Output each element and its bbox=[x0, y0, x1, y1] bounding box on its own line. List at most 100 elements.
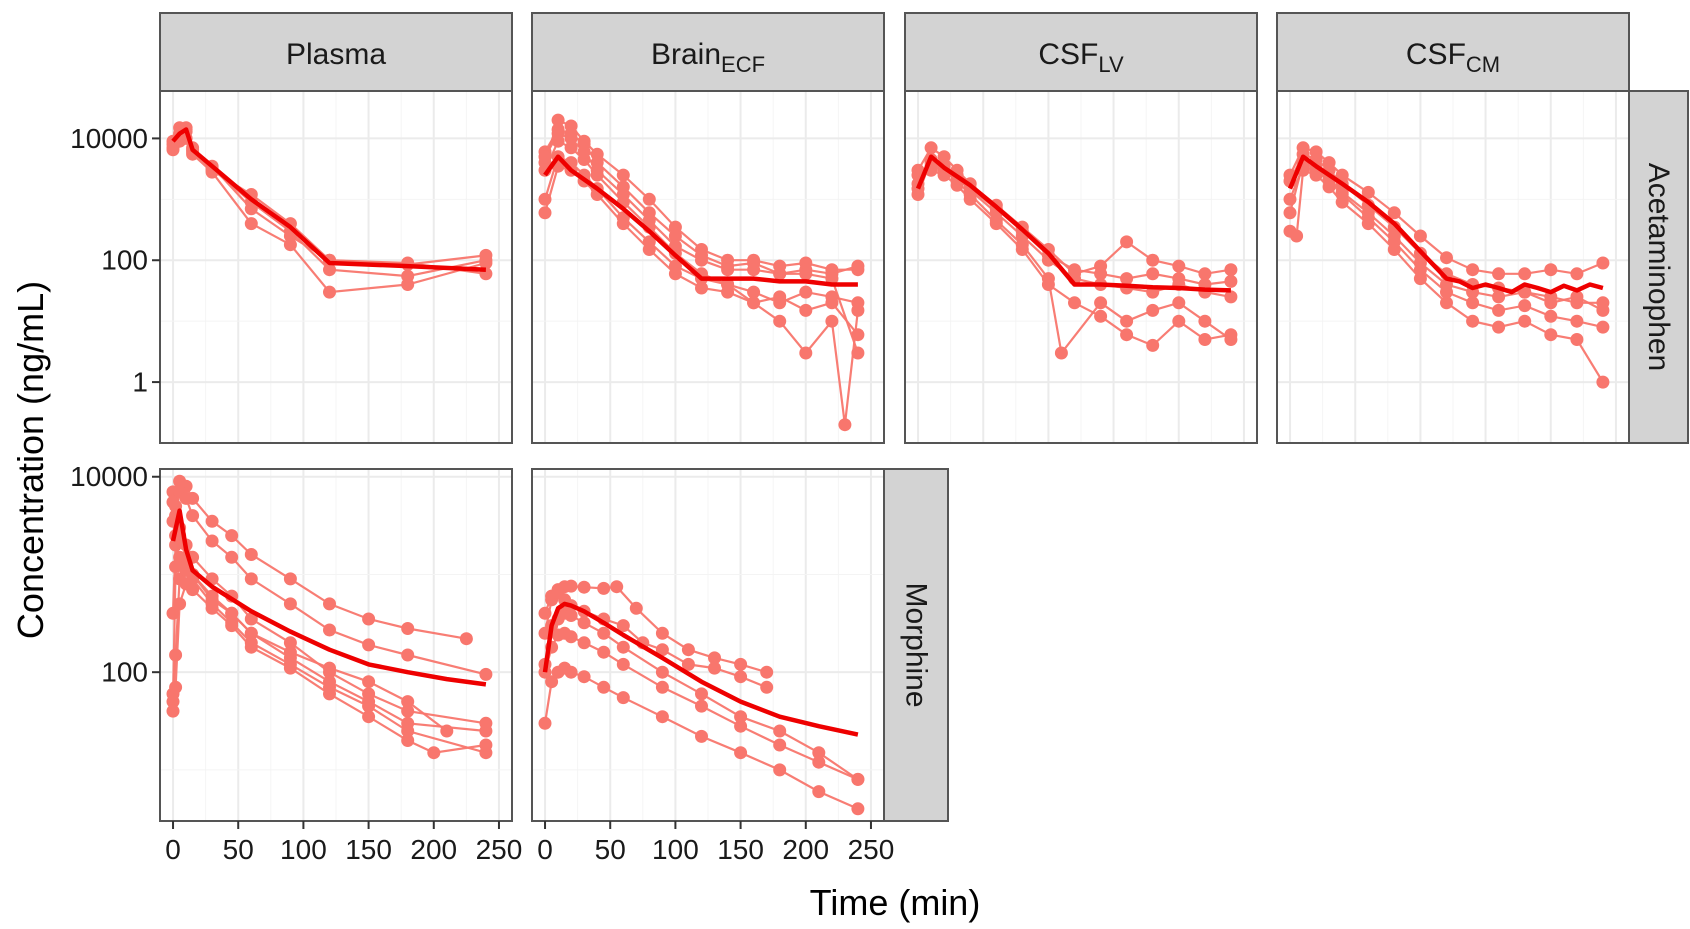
observed-point bbox=[577, 145, 591, 159]
observed-point bbox=[538, 206, 552, 220]
observed-point bbox=[734, 657, 748, 671]
observed-profile bbox=[538, 661, 865, 816]
x-tick-label: 250 bbox=[476, 834, 523, 865]
observed-point bbox=[629, 601, 643, 615]
observed-point bbox=[362, 638, 376, 652]
observed-point bbox=[166, 495, 180, 509]
observed-point bbox=[225, 550, 239, 564]
observed-point bbox=[1570, 333, 1584, 346]
column-strip-label: Plasma bbox=[286, 38, 386, 71]
observed-point bbox=[1596, 320, 1610, 334]
column-strip: CSFLV bbox=[904, 12, 1258, 92]
row-strip-label: Acetaminophen bbox=[1642, 163, 1675, 371]
observed-point bbox=[799, 346, 813, 360]
observed-point bbox=[1544, 328, 1558, 342]
observed-point bbox=[773, 314, 787, 328]
observed-point bbox=[616, 217, 630, 231]
column-strip-label-base: CSF bbox=[1406, 38, 1466, 71]
column-strip-label-subscript: CM bbox=[1466, 52, 1500, 77]
observed-profile bbox=[1283, 163, 1610, 389]
observed-point bbox=[1492, 267, 1506, 281]
observed-point bbox=[1146, 253, 1160, 267]
observed-point bbox=[695, 729, 708, 743]
observed-point bbox=[440, 724, 454, 738]
column-strip-background bbox=[1276, 12, 1630, 92]
observed-point bbox=[760, 665, 774, 679]
observed-point bbox=[225, 606, 239, 620]
observed-point bbox=[721, 263, 735, 277]
observed-point bbox=[799, 303, 813, 317]
panel bbox=[531, 90, 885, 444]
column-strip: Plasma bbox=[159, 12, 513, 92]
observed-point bbox=[283, 645, 297, 659]
observed-point bbox=[401, 648, 415, 662]
median-line bbox=[1287, 154, 1604, 295]
row-strip-background bbox=[1628, 90, 1689, 444]
observed-point bbox=[1492, 290, 1506, 304]
observed-point bbox=[1094, 309, 1108, 323]
observed-point bbox=[362, 699, 376, 713]
observed-point bbox=[773, 724, 787, 738]
observed-point bbox=[1596, 303, 1610, 317]
observed-point bbox=[1413, 272, 1427, 286]
y-tick-label: 10000 bbox=[70, 461, 148, 492]
observed-point bbox=[1283, 206, 1297, 220]
observed-point bbox=[851, 802, 865, 816]
observed-point bbox=[773, 738, 787, 752]
x-tick-label: 50 bbox=[595, 834, 626, 865]
observed-point bbox=[179, 491, 193, 505]
observed-point bbox=[1054, 346, 1068, 360]
observed-point bbox=[551, 113, 565, 127]
observed-point bbox=[577, 616, 591, 630]
observed-point bbox=[616, 691, 630, 705]
observed-point bbox=[283, 661, 297, 675]
observed-point bbox=[1387, 206, 1401, 220]
observed-point bbox=[590, 163, 604, 177]
observed-point bbox=[479, 724, 493, 738]
observed-point bbox=[169, 648, 183, 662]
observed-point bbox=[1290, 229, 1304, 243]
observed-point bbox=[1224, 274, 1238, 288]
observed-point bbox=[1466, 263, 1480, 277]
observed-point bbox=[597, 680, 611, 694]
observed-point bbox=[721, 285, 735, 299]
column-strip: BrainECF bbox=[531, 12, 885, 92]
observed-point bbox=[1492, 320, 1506, 334]
observed-point bbox=[773, 290, 787, 304]
observed-point bbox=[1413, 263, 1427, 277]
observed-point bbox=[1041, 272, 1055, 286]
observed-point bbox=[479, 738, 493, 752]
observed-point bbox=[681, 657, 695, 671]
observed-point bbox=[799, 285, 813, 299]
observed-point bbox=[1570, 267, 1584, 281]
column-strip-label: CSFLV bbox=[1038, 38, 1124, 77]
column-strip: CSFCM bbox=[1276, 12, 1630, 92]
observed-point bbox=[401, 622, 415, 635]
observed-point bbox=[225, 619, 239, 633]
row-strip: Morphine bbox=[883, 468, 949, 822]
median-line bbox=[915, 154, 1231, 293]
observed-point bbox=[1015, 238, 1029, 252]
panel bbox=[904, 90, 1258, 444]
observed-point bbox=[564, 131, 578, 145]
observed-point bbox=[695, 281, 708, 295]
observed-point bbox=[1224, 333, 1238, 346]
observed-point bbox=[825, 314, 839, 328]
observed-point bbox=[937, 150, 951, 164]
observed-point bbox=[244, 548, 258, 561]
median-line bbox=[542, 601, 859, 737]
column-strip-label-base: Plasma bbox=[286, 38, 386, 71]
observed-point bbox=[244, 626, 258, 640]
observed-point bbox=[1492, 303, 1506, 317]
x-tick-label: 0 bbox=[537, 834, 553, 865]
observed-point bbox=[812, 785, 826, 799]
axes-layer: 10000 100 1 10000 100 0 50 100 150 200 250 0 50 100 15… bbox=[70, 123, 894, 865]
observed-point bbox=[166, 606, 180, 620]
observed-point bbox=[597, 581, 611, 595]
observed-point bbox=[186, 509, 200, 523]
observed-point bbox=[283, 636, 297, 650]
observed-point bbox=[1146, 338, 1160, 352]
observed-point bbox=[186, 583, 200, 597]
observed-point bbox=[597, 645, 611, 659]
observed-point bbox=[1466, 296, 1480, 310]
